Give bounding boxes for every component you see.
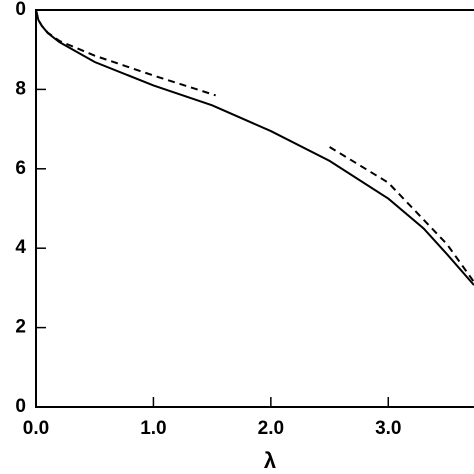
x-tick-label: 3.0 [375,418,401,439]
x-tick-label: 1.0 [140,418,166,439]
y-tick-label: 8 [15,78,26,99]
x-tick-label: 0.0 [23,418,49,439]
y-tick-label: 6 [15,158,26,179]
x-tick-label: 2.0 [258,418,284,439]
solid-line [35,9,474,286]
dashed-line [329,146,474,283]
plot-frame [35,9,474,408]
dashed-line [35,9,216,97]
y-tick-label: 4 [15,237,26,258]
y-tick-label: 2 [15,317,26,338]
x-axis-label: λ [264,448,276,473]
y-tick-label: 0 [15,0,26,20]
y-tick-label: 0 [15,396,26,417]
